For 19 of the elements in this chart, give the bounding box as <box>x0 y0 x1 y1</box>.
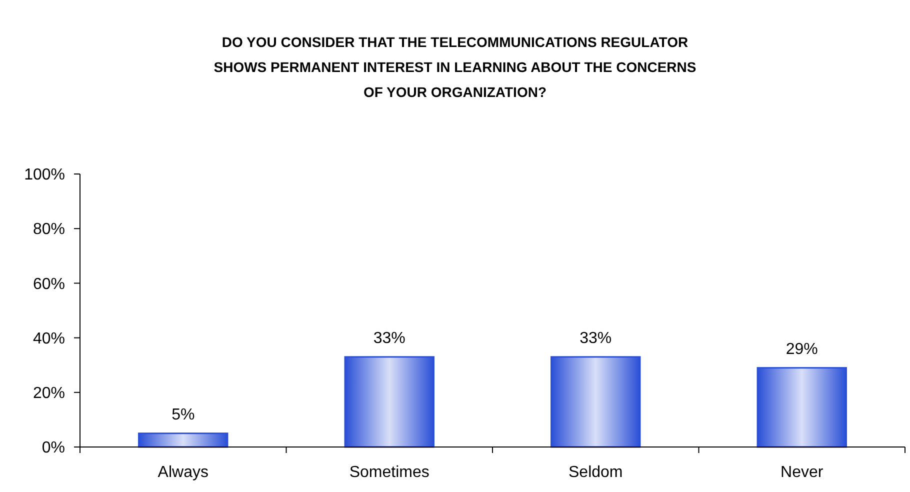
x-tick-label: Seldom <box>568 464 623 481</box>
y-tick-label: 0% <box>42 440 65 457</box>
x-tick-label: Always <box>158 464 208 481</box>
y-tick-label: 100% <box>24 166 65 184</box>
bar <box>756 367 847 448</box>
data-label: 5% <box>172 406 195 424</box>
data-label: 29% <box>786 340 818 358</box>
bar <box>138 432 228 448</box>
y-tick-label: 20% <box>32 385 65 402</box>
y-tick-label: 60% <box>32 276 65 293</box>
y-tick-label: 80% <box>32 221 65 238</box>
x-tick-label: Sometimes <box>349 464 430 481</box>
data-label: 33% <box>373 330 406 347</box>
bar <box>344 356 434 448</box>
x-tick-label: Never <box>780 464 824 481</box>
data-label: 33% <box>580 330 612 347</box>
bar <box>550 356 641 448</box>
y-tick-label: 40% <box>32 330 65 348</box>
chart-title: DO YOU CONSIDER THAT THE TELECOMMUNICATIONS REGULATOR SHOWS PERMANENT INTEREST IN LEARNING ABOUT THE CONCERNS OF YOUR ORGANIZATION? <box>214 34 696 100</box>
